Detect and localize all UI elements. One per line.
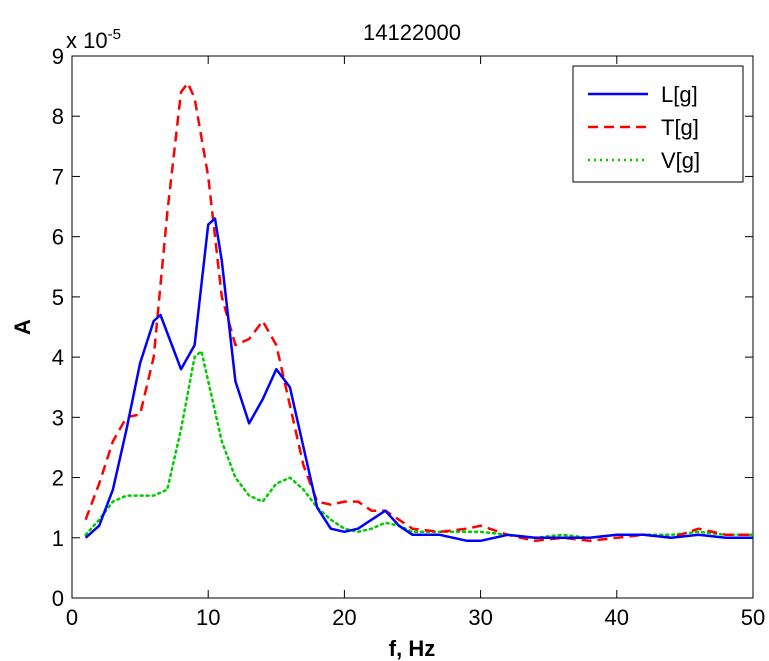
y-tick-label: 7 [52,164,64,189]
y-tick-label: 8 [52,104,64,129]
y-tick-label: 6 [52,225,64,250]
y-multiplier: x 10-5 [66,26,121,53]
legend-label-L[g]: L[g] [661,82,698,107]
legend-label-T[g]: T[g] [661,115,699,140]
chart-title: 14122000 [363,20,461,45]
series-lines [84,81,755,543]
y-multiplier-base: x 10 [66,28,108,53]
series-line-L[g] [84,217,753,543]
y-tick-label: 5 [52,285,64,310]
x-tick-label: 0 [66,605,78,630]
y-multiplier-exponent: -5 [108,26,121,43]
y-axis-label: A [10,319,35,335]
legend-box [572,65,744,183]
y-tick-label: 9 [52,44,64,69]
legend: L[g] T[g] V[g] [572,65,744,183]
x-tick-label: 50 [741,605,765,630]
y-tick-label: 1 [52,526,64,551]
x-tick-label: 40 [605,605,629,630]
y-tick-label: 0 [52,586,64,611]
y-tick-label: 3 [52,405,64,430]
x-tick-label: 10 [196,605,220,630]
series-line-T[g] [84,81,753,543]
axis-ticks: 0 10 20 30 40 50 0 1 2 3 4 5 6 7 8 9 [52,44,765,630]
y-tick-label: 2 [52,466,64,491]
y-tick-label: 4 [52,345,64,370]
series-line-V[g] [84,349,755,540]
legend-label-V[g]: V[g] [661,148,700,173]
x-tick-label: 30 [468,605,492,630]
x-tick-label: 20 [332,605,356,630]
x-axis-label: f, Hz [389,636,435,661]
